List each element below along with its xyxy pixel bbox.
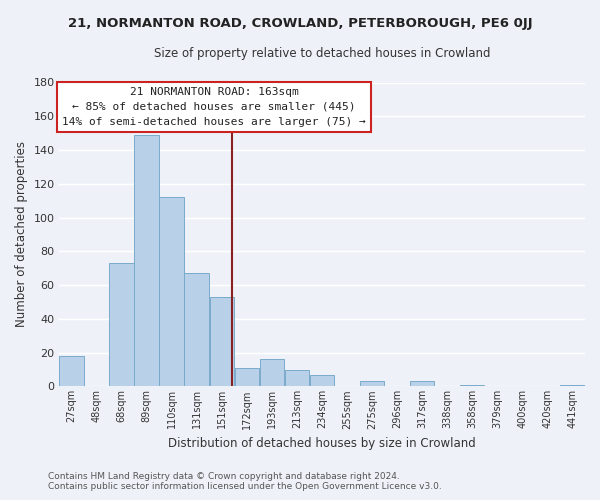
Bar (209, 297, 234, 386)
Text: 21 NORMANTON ROAD: 163sqm
← 85% of detached houses are smaller (445)
14% of semi: 21 NORMANTON ROAD: 163sqm ← 85% of detac… (62, 87, 366, 126)
Bar (109, 263, 134, 386)
Bar (310, 374, 334, 386)
Bar (460, 384, 484, 386)
Text: 21, NORMANTON ROAD, CROWLAND, PETERBOROUGH, PE6 0JJ: 21, NORMANTON ROAD, CROWLAND, PETERBOROU… (68, 18, 532, 30)
Bar (235, 368, 259, 386)
Bar (285, 370, 309, 386)
Bar (134, 135, 158, 386)
Bar (410, 382, 434, 386)
Bar (184, 274, 209, 386)
Bar (260, 360, 284, 386)
Text: Contains public sector information licensed under the Open Government Licence v3: Contains public sector information licen… (48, 482, 442, 491)
Bar (360, 382, 384, 386)
Bar (59, 356, 83, 386)
Y-axis label: Number of detached properties: Number of detached properties (15, 142, 28, 328)
Bar (560, 384, 584, 386)
Bar (160, 198, 184, 386)
Text: Contains HM Land Registry data © Crown copyright and database right 2024.: Contains HM Land Registry data © Crown c… (48, 472, 400, 481)
Title: Size of property relative to detached houses in Crowland: Size of property relative to detached ho… (154, 48, 490, 60)
X-axis label: Distribution of detached houses by size in Crowland: Distribution of detached houses by size … (168, 437, 476, 450)
